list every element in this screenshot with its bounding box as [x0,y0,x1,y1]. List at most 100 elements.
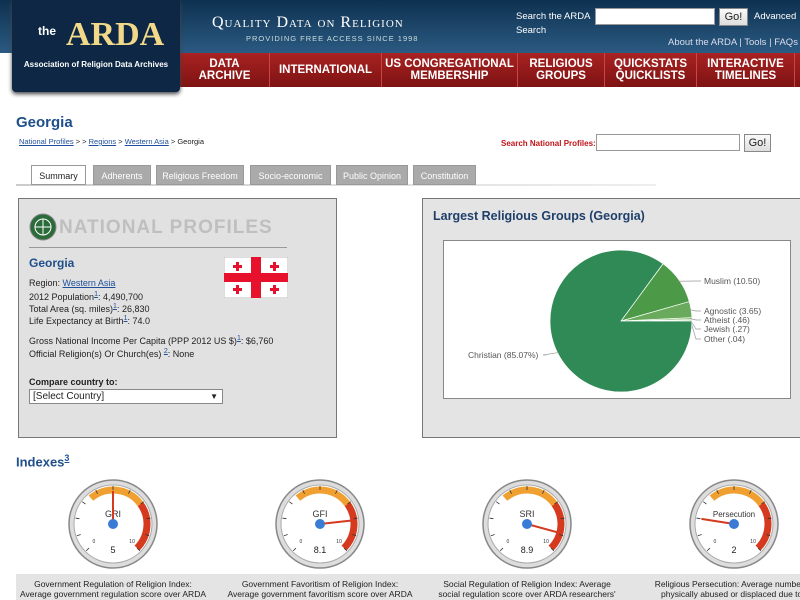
globe-icon [29,213,57,241]
tab[interactable]: Constitution [413,165,476,185]
note[interactable]: 1 [94,291,98,298]
gauge-scale-label: 0 [507,539,510,545]
nav-item[interactable]: RELIGIOUS GROUPS [518,53,605,87]
gauge-hub [729,519,739,529]
tools-link[interactable]: Tools [744,37,767,48]
gauge: 0 10 GFI 8.1 [275,479,365,569]
leader-line [542,352,559,356]
nav-item[interactable]: DATA ARCHIVE [180,53,270,87]
gauge-needle [319,519,353,525]
tab-rule [16,184,656,186]
tab[interactable]: Religious Freedom [156,165,244,185]
banner: NATIONAL PROFILES [59,217,273,238]
row-label: Official Religion(s) Or Church(es) [29,349,164,359]
gauge-tick [136,547,141,552]
gauge-scale-label: 10 [750,539,756,545]
gauge-tick [550,547,555,552]
gauge-tick [703,501,707,505]
row-label: Gross National Income Per Capita (PPP 20… [29,336,237,346]
gauge-caption: Average government favoritism score over… [227,589,413,599]
row-label: Total Area (sq. miles) [29,304,114,314]
note[interactable]: 3 [64,453,70,463]
logo[interactable]: the ARDA Association of Religion Data Ar… [12,0,180,92]
gauge-tick [757,547,762,552]
note[interactable]: 1 [123,315,128,322]
country-name: Georgia [29,256,75,270]
gauge-caption: Religious Persecution: Average number of [654,579,800,589]
gauge: 0 10 Persecution 2 [689,479,779,569]
tagline: Quality Data on Religion [212,14,404,31]
note[interactable]: 2 [163,348,168,355]
nav-text: INTERNATIONAL [278,64,373,76]
note[interactable]: 1 [236,335,241,342]
gauge-scale-label: 0 [300,539,303,545]
nav-bar: DATA ARCHIVE INTERNATIONAL US CONGREGATIO… [180,53,800,87]
gauge-tick [749,489,752,494]
compare-select[interactable]: [Select Country] ▼ [29,389,223,404]
breadcrumb: National Profiles > > Regions > Western … [19,137,204,146]
note[interactable]: 1 [113,303,117,310]
gauge-hub [522,519,532,529]
about-link[interactable]: About the ARDA [668,37,737,48]
tab[interactable]: Summary [31,165,86,185]
gauge-tick [496,501,500,505]
gauge: 010GRI5 [68,479,158,569]
gauge-tick [75,517,80,520]
slice-label: Atheist (.46) [704,315,750,325]
nav-item[interactable]: INTERACTIVE TIMELINES [697,53,795,87]
np-search-input[interactable] [596,134,740,151]
advanced-link[interactable]: Advanced [754,11,797,22]
np-search-label: Search National Profiles: [501,139,596,148]
crumb-link[interactable]: Western Asia [124,137,169,146]
crumb-link[interactable]: Regions [88,137,117,146]
gauge-scale-label: 10 [543,539,549,545]
gauge-band [709,486,765,507]
tab[interactable]: Adherents [93,165,151,185]
tab[interactable]: Socio-economic [250,165,331,185]
gauge-tick [559,534,564,537]
faqs-link[interactable]: FAQs [774,37,798,48]
gauge-tick [283,534,288,537]
compare-label: Compare country to: [29,377,118,387]
gauge-band [295,486,351,507]
gauge-scale-label: 10 [129,539,135,545]
crumb-link[interactable]: National Profiles [19,137,74,146]
gauge-band [88,486,144,507]
search-button[interactable]: Go! [719,8,748,26]
search-input[interactable] [595,8,715,25]
search-link[interactable]: Search [516,25,547,36]
gauge-caption: social regulation score over ARDA resear… [438,589,616,599]
gauge-band [134,501,151,551]
nav-item[interactable]: INTERNATIONAL [270,53,382,87]
profile-row: Gross National Income Per Capita (PPP 20… [29,333,273,347]
region-link[interactable]: Western Asia [62,278,116,288]
gauge-scale-label: 0 [93,539,96,545]
nav-item[interactable]: QUICKSTATS QUICKLISTS [605,53,697,87]
gauge-abbr: Persecution [713,510,755,519]
nav-text: INTERACTIVE [707,58,784,70]
gauge-tick [82,501,86,505]
gauge-scale-label: 10 [336,539,342,545]
gauge-abbr: SRI [519,509,534,519]
indexes-title: Indexes3 [16,453,69,469]
gauge-tick [352,534,357,537]
gauge-tick [696,517,701,520]
gauge-tick [282,517,287,520]
logo-text: ARDA [66,16,165,53]
row-value: : 26,830 [116,304,150,314]
flag [224,257,288,298]
gauge-tick [343,547,348,552]
tab[interactable]: Public Opinion [336,165,408,185]
nav-text: QUICKLISTS [615,70,686,82]
gauge: 0 10 SRI 8.9 [482,479,572,569]
np-search-button[interactable]: Go! [744,134,771,152]
gauge-band [755,501,772,551]
indexes-text: Indexes [16,454,65,470]
nav-text: ARCHIVE [198,70,251,82]
nav-item[interactable]: US CONGREGATIONAL MEMBERSHIP [382,53,518,87]
gauge-tick [509,489,512,494]
crumb-sep: > Georgia [168,137,205,146]
gauge-band [341,501,358,551]
gauge-tick [542,489,545,494]
gauge-tick [347,501,351,505]
